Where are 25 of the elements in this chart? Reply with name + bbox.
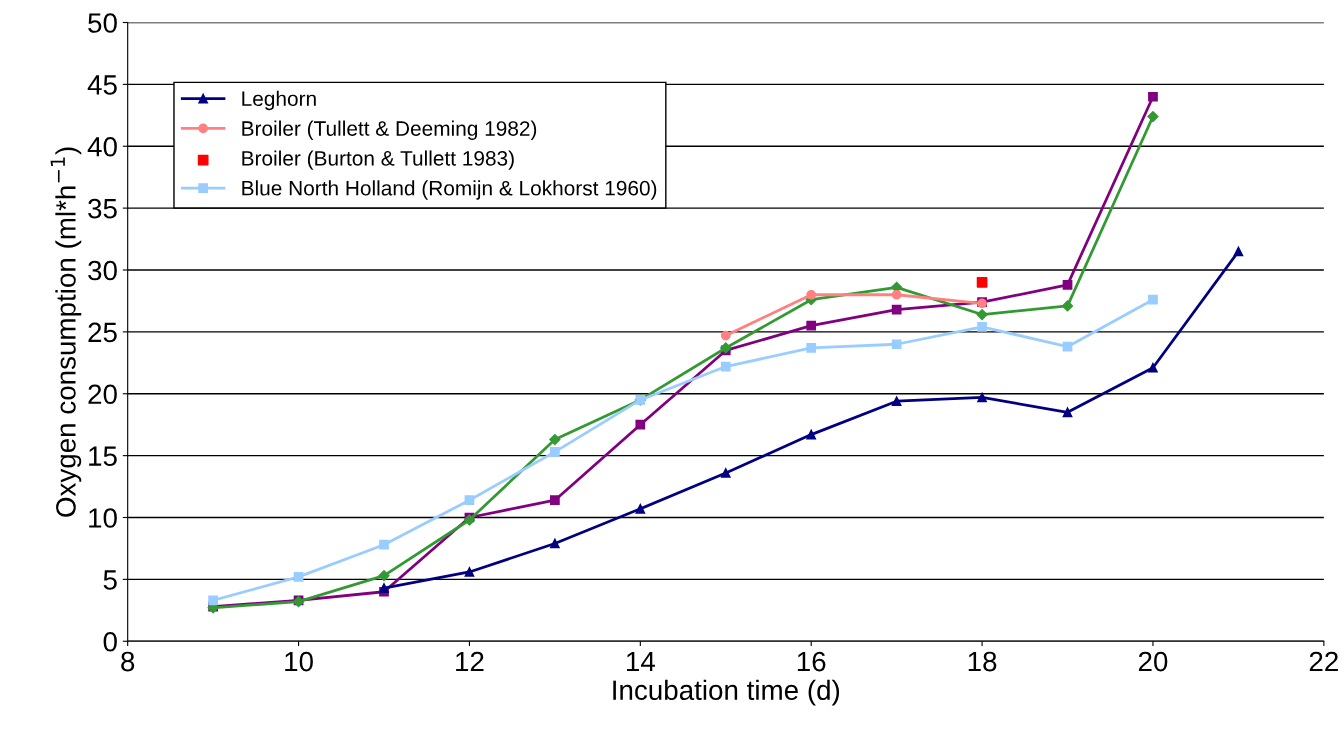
x-tick-label: 12	[456, 651, 484, 672]
y-tick-label: 45	[87, 75, 117, 95]
x-tick-label: 20	[1138, 651, 1168, 672]
legend-label: Broiler (Tullett & Deeming 1982)	[242, 120, 537, 141]
legend-label: Blue North Holland (Romijn & Lokhorst 1960)	[242, 180, 657, 200]
y-axis-title: Oxygen consumption (ml*h$^{−1}$)	[50, 147, 82, 517]
y-tick-label: 35	[88, 198, 117, 219]
x-axis-title: Incubation time (d)	[613, 679, 840, 706]
y-tick-label: 50	[88, 13, 117, 33]
y-tick-label: 25	[88, 322, 117, 343]
x-tick-label: 18	[968, 651, 997, 672]
x-tick-label: 22	[1309, 651, 1338, 672]
x-tick-label: 10	[285, 651, 313, 672]
y-tick-label: 0	[103, 631, 117, 652]
legend-label: Broiler (Burton & Tullett 1983)	[242, 150, 514, 170]
legend-label: Leghorn	[242, 90, 316, 111]
y-tick-label: 20	[88, 384, 117, 405]
x-tick-label: 14	[626, 651, 655, 672]
y-tick-label: 40	[87, 136, 117, 157]
y-tick-label: 10	[89, 508, 117, 528]
y-tick-label: 30	[88, 260, 117, 281]
x-tick-label: 16	[797, 651, 826, 672]
x-tick-label: 8	[121, 651, 135, 672]
y-tick-label: 15	[89, 446, 117, 466]
y-tick-label: 5	[103, 570, 117, 590]
